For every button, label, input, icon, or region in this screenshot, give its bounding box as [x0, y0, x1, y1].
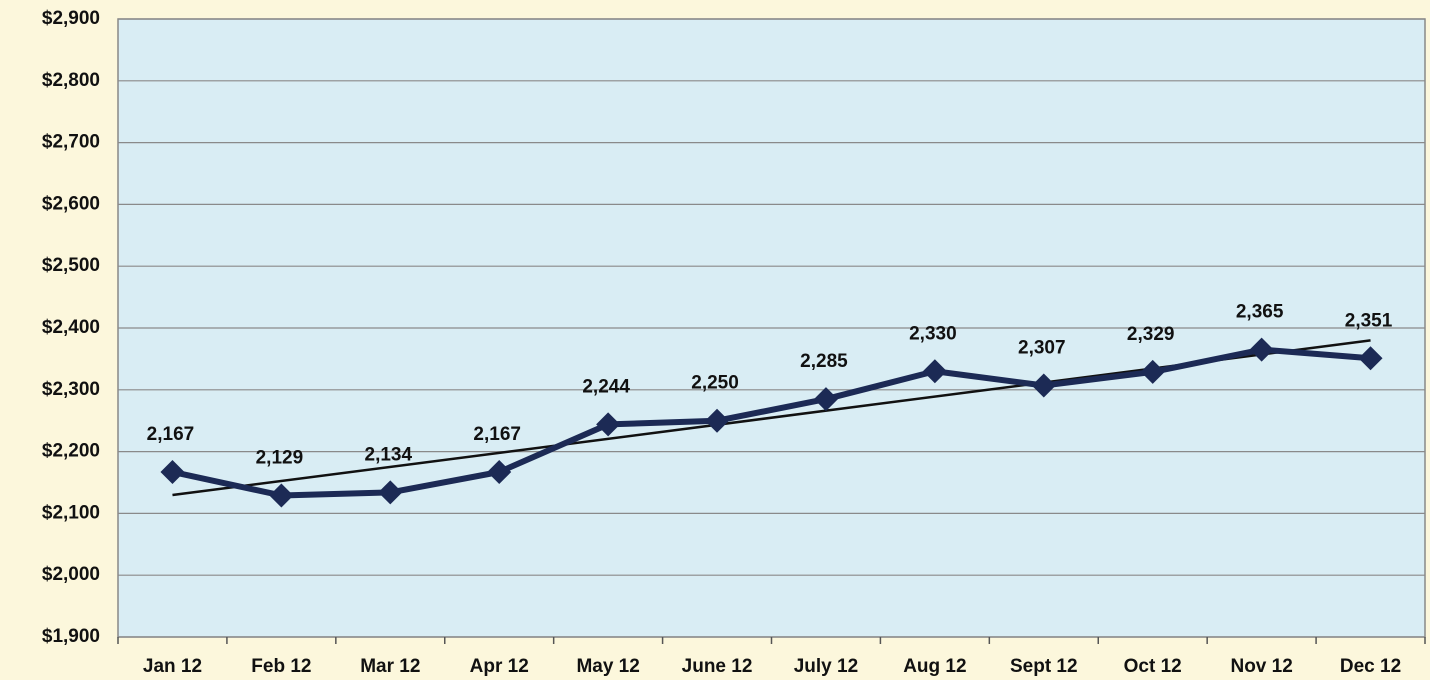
data-label: 2,134: [365, 444, 413, 465]
y-tick-label: $2,100: [42, 502, 100, 523]
y-tick-label: $2,300: [42, 379, 100, 400]
data-label: 2,330: [909, 323, 957, 344]
y-tick-label: $1,900: [42, 626, 100, 647]
marker: [922, 359, 947, 384]
y-tick-label: $2,200: [42, 441, 100, 462]
data-label: 2,129: [256, 447, 304, 468]
marker: [269, 483, 294, 508]
y-tick-label: $2,600: [42, 193, 100, 214]
marker: [487, 459, 512, 484]
marker: [1031, 373, 1056, 398]
y-tick-label: $2,000: [42, 564, 100, 585]
data-label: 2,167: [473, 424, 521, 445]
marker: [705, 408, 730, 433]
marker: [160, 459, 185, 484]
marker: [1140, 359, 1165, 384]
x-tick-label: July 12: [794, 656, 858, 677]
marker: [596, 412, 621, 437]
marker: [1249, 337, 1274, 362]
x-tick-label: Sept 12: [1010, 656, 1078, 677]
x-tick-label: Apr 12: [470, 656, 529, 677]
data-line: [171, 346, 1371, 499]
marker: [813, 387, 838, 412]
x-tick-label: May 12: [576, 656, 639, 677]
data-label: 2,365: [1236, 302, 1284, 323]
y-tick-label: $2,500: [42, 255, 100, 276]
x-tick-label: Mar 12: [360, 656, 420, 677]
data-label: 2,167: [147, 424, 195, 445]
y-tick-label: $2,700: [42, 132, 100, 153]
x-tick-label: Jan 12: [143, 656, 202, 677]
y-tick-label: $2,400: [42, 317, 100, 338]
data-label: 2,244: [582, 376, 630, 397]
data-label: 2,250: [691, 373, 739, 394]
x-tick-label: Aug 12: [903, 656, 966, 677]
data-label: 2,329: [1127, 324, 1175, 345]
y-tick-label: $2,800: [42, 70, 100, 91]
marker: [378, 480, 403, 505]
y-tick-label: $2,900: [42, 8, 100, 29]
x-tick-label: June 12: [682, 656, 753, 677]
data-label: 2,285: [800, 351, 848, 372]
x-tick-label: Dec 12: [1340, 656, 1401, 677]
x-tick-label: Nov 12: [1230, 656, 1292, 677]
data-label: 2,351: [1345, 310, 1393, 331]
data-label: 2,307: [1018, 337, 1066, 358]
x-tick-label: Oct 12: [1124, 656, 1182, 677]
marker: [1358, 346, 1383, 371]
x-tick-label: Feb 12: [251, 656, 311, 677]
